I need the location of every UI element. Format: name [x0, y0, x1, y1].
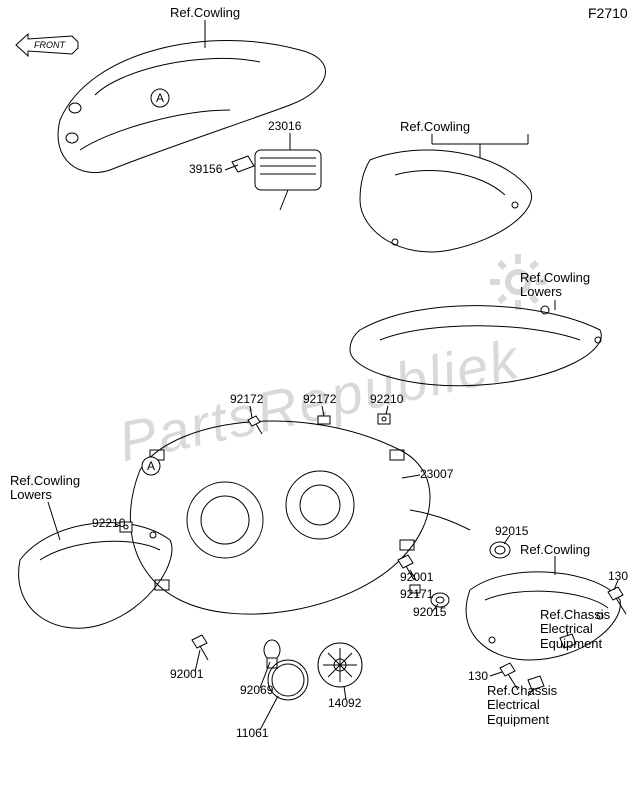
part-14092 [318, 643, 362, 687]
label-130b: 130 [468, 670, 488, 683]
parts-diagram: PartsRepubliek FRONT F2710 A [0, 0, 637, 800]
part-92069 [264, 640, 280, 668]
label-92210a: 92210 [370, 393, 403, 406]
part-92172-left [248, 416, 262, 434]
part-39156 [232, 156, 254, 172]
label-92015a: 92015 [495, 525, 528, 538]
label-92001a: 92001 [400, 571, 433, 584]
label-92001b: 92001 [170, 668, 203, 681]
label-39156: 39156 [189, 163, 222, 176]
label-ref-chassis-2: Ref.Chassis Electrical Equipment [540, 608, 610, 651]
label-92172a: 92172 [230, 393, 263, 406]
label-23016: 23016 [268, 120, 301, 133]
part-92015-a [490, 542, 510, 558]
label-92210b: 92210 [92, 517, 125, 530]
label-92172b: 92172 [303, 393, 336, 406]
part-130-a [608, 587, 626, 614]
label-ref-cowling-top: Ref.Cowling [170, 6, 240, 20]
part-92172-right [318, 416, 330, 424]
callout-A-top: A [151, 89, 169, 107]
part-92001-b [192, 635, 208, 660]
label-92069: 92069 [240, 684, 273, 697]
svg-text:A: A [147, 459, 155, 473]
label-ref-cowling-lowers-r: Ref.Cowling Lowers [520, 271, 590, 300]
label-23007: 23007 [420, 468, 453, 481]
part-ref-cowling-lowers-right [350, 306, 601, 386]
label-14092: 14092 [328, 697, 361, 710]
label-ref-cowling-lowers-l: Ref.Cowling Lowers [10, 474, 80, 503]
label-11061: 11061 [236, 727, 268, 740]
callout-A-bottom: A [142, 457, 160, 475]
label-92171: 92171 [400, 588, 433, 601]
label-ref-cowling-right: Ref.Cowling [520, 543, 590, 557]
svg-text:A: A [156, 91, 164, 105]
label-130a: 130 [608, 570, 628, 583]
part-ref-cowling-mid [360, 150, 532, 252]
part-23016 [255, 150, 321, 210]
part-92210-top [378, 414, 390, 424]
label-ref-chassis-1: Ref.Chassis Electrical Equipment [487, 684, 557, 727]
label-92015b: 92015 [413, 606, 446, 619]
part-11061 [268, 660, 308, 700]
label-ref-cowling-mid: Ref.Cowling [400, 120, 470, 134]
